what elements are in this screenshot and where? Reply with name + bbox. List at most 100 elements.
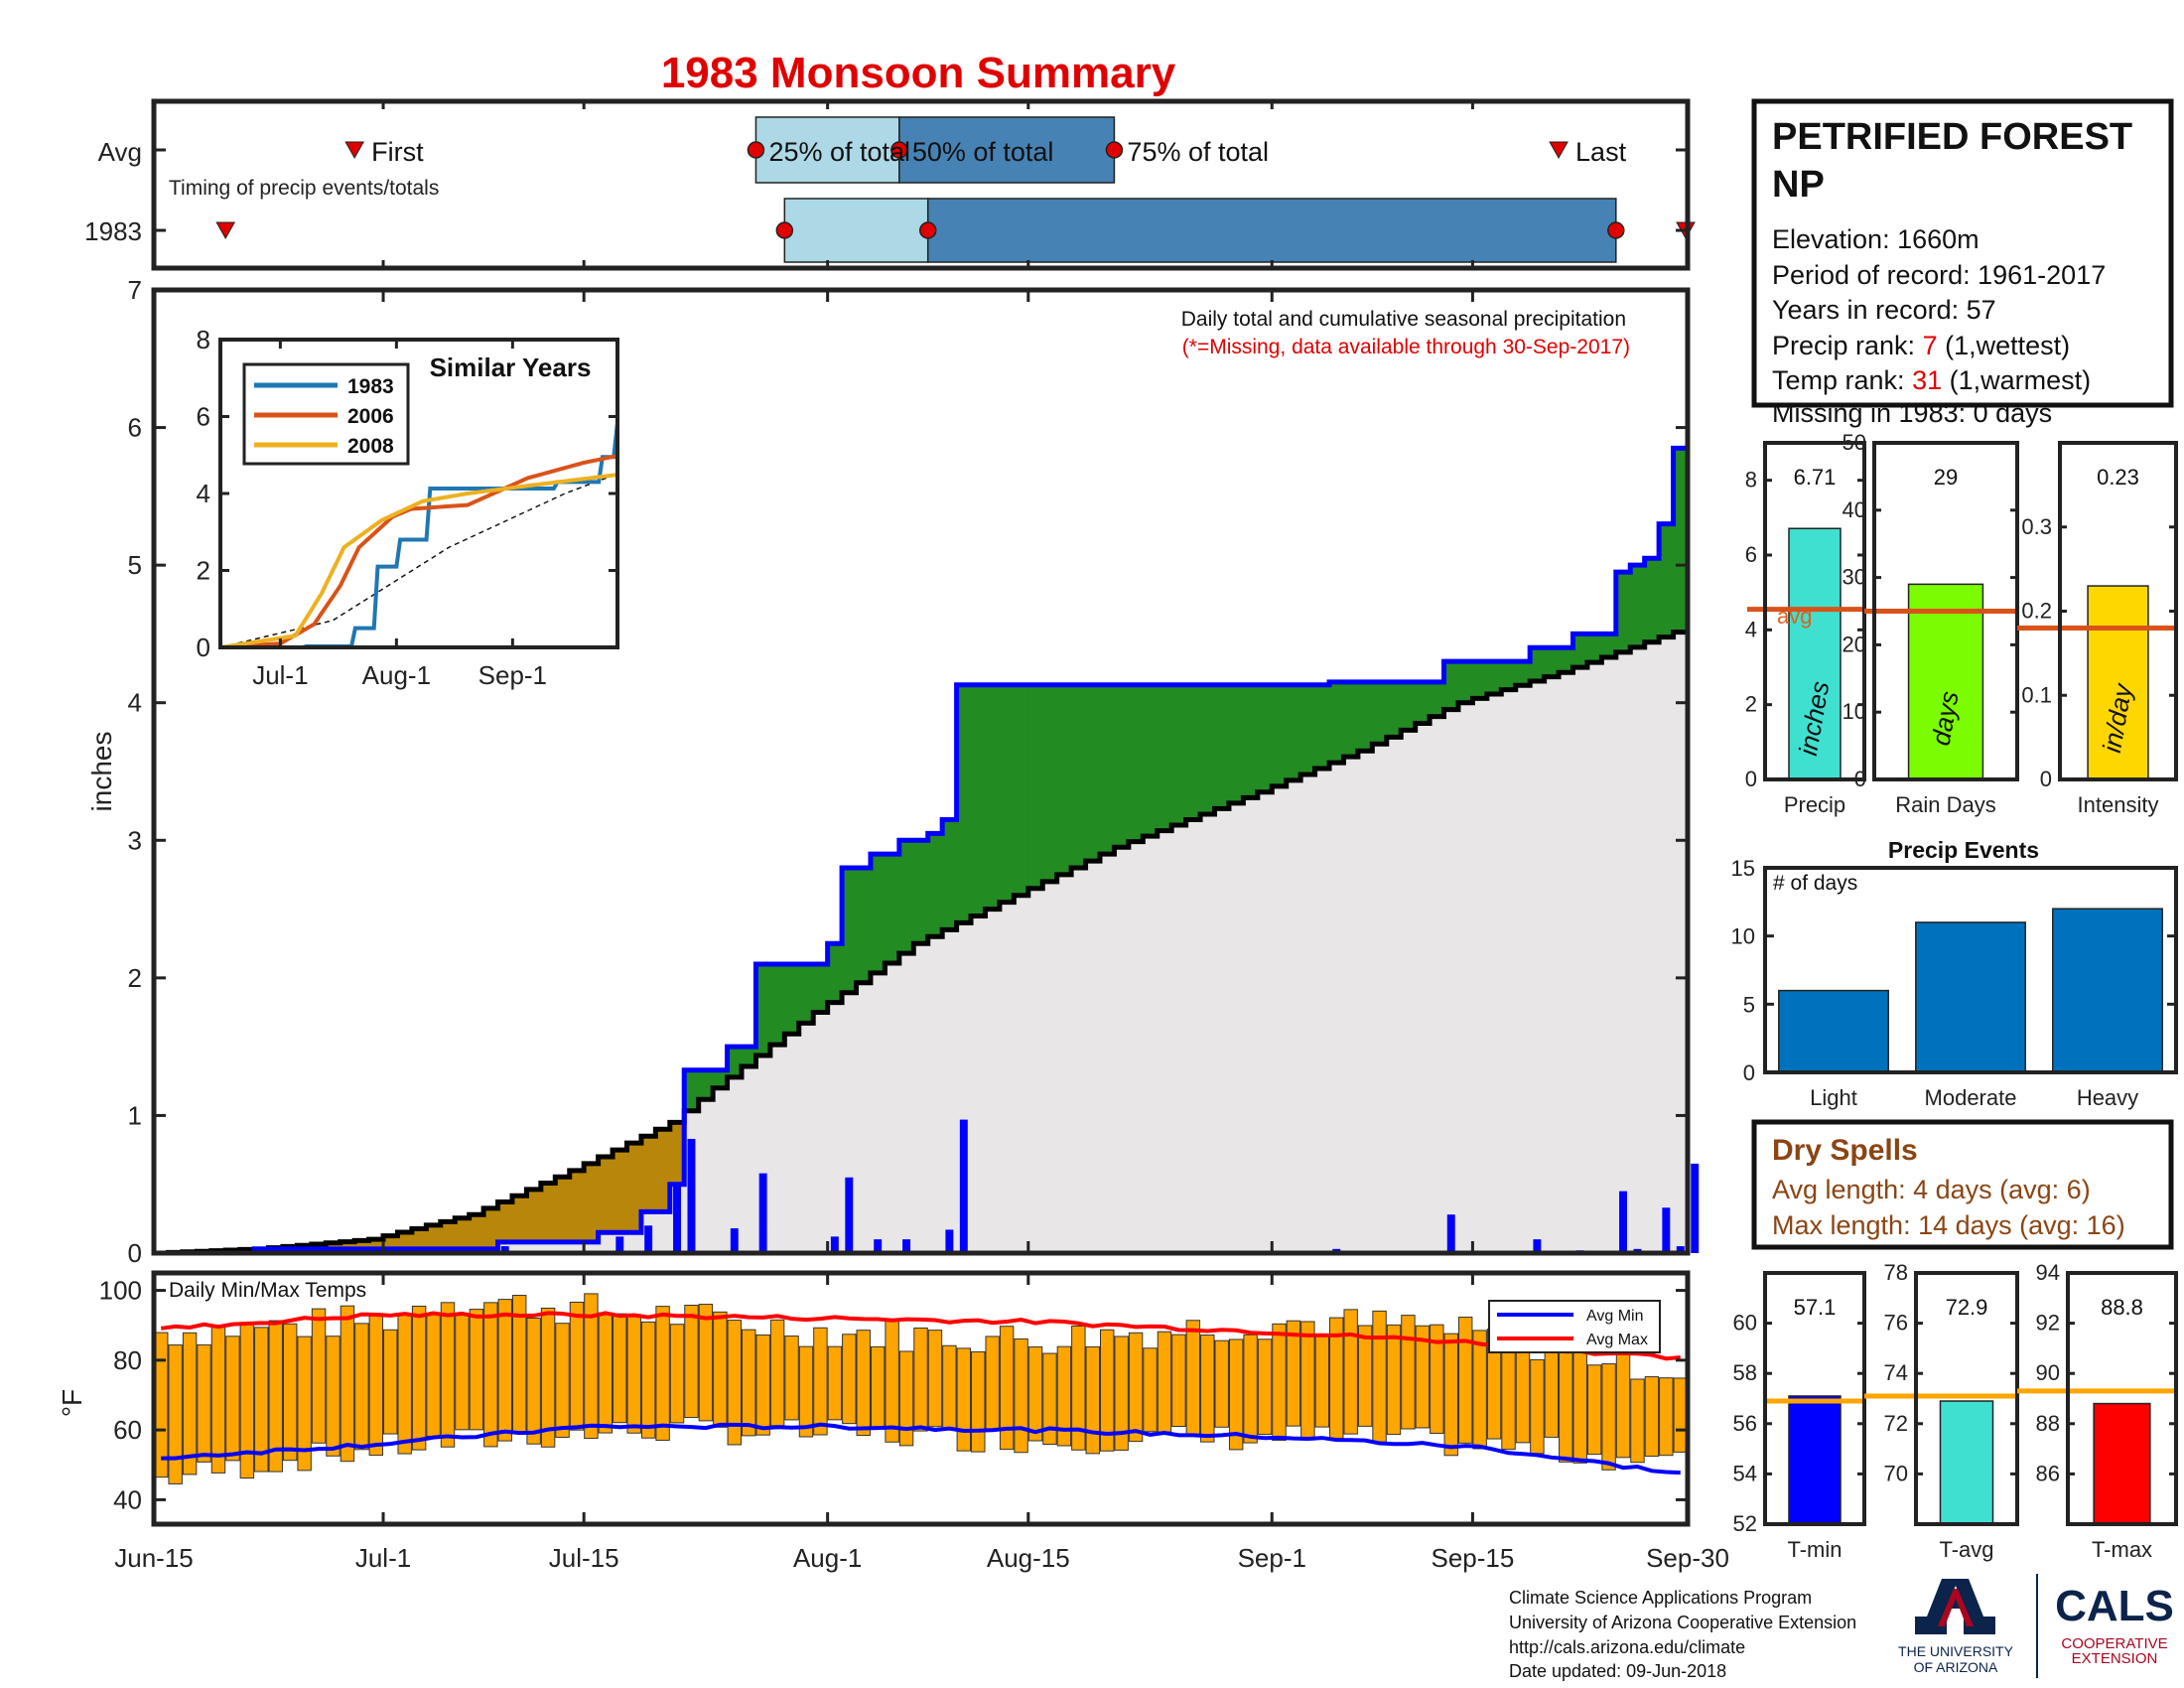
daily-temp-bar [426,1314,441,1438]
daily-temp-bar [282,1323,298,1462]
ua-a-outer [1915,1579,1995,1634]
daily-temp-bar [1343,1309,1358,1435]
timing-label-50pct: 50% of total [912,137,1054,167]
daily-temp-bar [613,1313,627,1424]
below-avg-fill [411,1228,427,1249]
daily-temp-bar [1401,1315,1416,1430]
below-avg-fill [483,1207,499,1249]
summary-tavg-category-label: T-avg [1939,1537,1993,1562]
daily-temp-bar [1630,1378,1645,1464]
daily-temp-bar [483,1302,498,1448]
above-avg-fill [1014,684,1029,896]
precip-events-category-label: Heavy [2077,1085,2138,1110]
timing-label-75pct: 75% of total [1127,137,1269,167]
daily-temp-bar [1572,1344,1587,1464]
summary-tavg-value-label: 72.9 [1946,1295,1988,1320]
summary-raindays-y-tick-label: 40 [1843,497,1866,522]
daily-precip-bar [687,1138,696,1253]
precip-events-category-label: Light [1810,1085,1857,1110]
summary-intensity-value-label: 0.23 [2097,465,2139,490]
shared-x-axis: Jun-15 Jul-1 Jul-15 Aug-1 Aug-15 Sep-1 Sep-15 S… [114,290,1729,1573]
timing-frame [151,98,1691,271]
daily-temp-bar [1157,1331,1172,1433]
summary-intensity-y-tick-label: 0.2 [2021,599,2052,624]
above-avg-fill [1615,572,1631,652]
precip-rank-value: 7 [1923,331,1938,360]
above-avg-fill [870,854,887,973]
temps-y-tick-label: 100 [99,1276,142,1306]
main-y-axis: 0 1 2 3 4 5 6 7 [128,275,1688,1268]
above-avg-fill [684,1069,700,1111]
x-tick-label: Jul-1 [355,1543,411,1573]
precip-events-y-tick-label: 0 [1743,1060,1755,1085]
legend-label-1983: 1983 [347,375,394,398]
timing-bars [152,101,1696,268]
timing-avg-pct-marker [890,141,908,159]
inset-x-tick-label: Aug-1 [362,660,431,690]
daily-temp-bar [999,1326,1015,1451]
daily-precip-bar [1676,1246,1685,1253]
above-avg-fill [1272,684,1288,786]
footer: Climate Science Applications Program Uni… [1509,1574,2174,1681]
above-avg-fill [1314,684,1330,770]
x-tick-label: Sep-30 [1646,1543,1729,1573]
precip-events-y-tick-label: 5 [1743,992,1755,1017]
summary-tavg-bar [1939,1400,1994,1525]
daily-precip-bar [673,1184,682,1253]
precip-events-panel: Light Moderate Heavy 0 5 10 15 [1731,856,2178,1110]
summary-raindays-category-label: Rain Days [1895,792,1995,817]
daily-temp-bar [1056,1345,1072,1447]
daily-temp-bar [1042,1352,1057,1446]
summary-tmin-y-tick-label: 56 [1733,1411,1757,1436]
timing-year-edge-marker [215,221,236,240]
inset-avg-line [219,473,618,648]
below-avg-fill [426,1224,442,1249]
timing-avg-pct-marker [747,141,765,159]
above-avg-fill [1601,633,1617,657]
daily-temp-bar [813,1327,828,1436]
above-avg-fill [1099,684,1116,855]
station-precip-rank: Precip rank: 7 (1,wettest) [1772,331,2070,360]
daily-temp-bar [971,1350,986,1453]
main-y-tick-label: 6 [128,413,142,443]
x-tick-label: Sep-1 [1238,1543,1306,1573]
temps-y-tick-label: 80 [113,1345,142,1375]
below-avg-fill [598,1157,614,1233]
summary-intensity-y-tick-label: 0.1 [2021,682,2052,707]
x-tick-label: Jul-15 [549,1543,619,1573]
daily-temp-bar [1530,1358,1545,1455]
main-y-tick-label: 4 [128,688,142,718]
daily-temp-bar [1228,1338,1244,1451]
daily-temp-bar [1501,1338,1516,1451]
daily-temp-bar [526,1317,541,1445]
station-elevation: Elevation: 1660m [1772,224,1979,254]
daily-precip-bar [845,1177,854,1253]
station-missing: Missing in 1983: 0 days [1772,398,2052,428]
main-y-tick-label: 1 [128,1100,142,1130]
above-avg-fill [769,964,785,1046]
daily-temp-bar [1014,1337,1028,1454]
above-avg-fill [1114,684,1130,848]
daily-temp-bar [727,1320,743,1446]
above-avg-fill [1171,684,1187,826]
summary-tmin-y-tick-label: 54 [1733,1461,1757,1485]
above-avg-fill [1042,684,1058,882]
legend-label-avg-max: Avg Max [1586,1332,1648,1348]
above-avg-fill [927,833,943,937]
ua-text-line2: OF ARIZONA [1914,1659,1998,1675]
above-avg-fill [971,684,987,916]
temp-rank-label: Temp rank: [1772,365,1912,395]
summary-tmax-bar [2093,1402,2151,1525]
avg-cumulative-line [154,630,1688,1256]
daily-precip-bar [730,1228,739,1253]
summary-tmin-bar [1788,1395,1842,1525]
above-avg-fill [1071,684,1087,868]
daily-temp-bar [210,1326,226,1474]
summary-tmin-category-label: T-min [1788,1537,1843,1562]
ua-text-line1: THE UNIVERSITY [1898,1643,2014,1659]
legend-label-2006: 2006 [347,405,394,428]
above-avg-fill [1586,633,1602,663]
x-tick-label: Sep-15 [1431,1543,1514,1573]
above-avg-fill [1200,684,1216,814]
